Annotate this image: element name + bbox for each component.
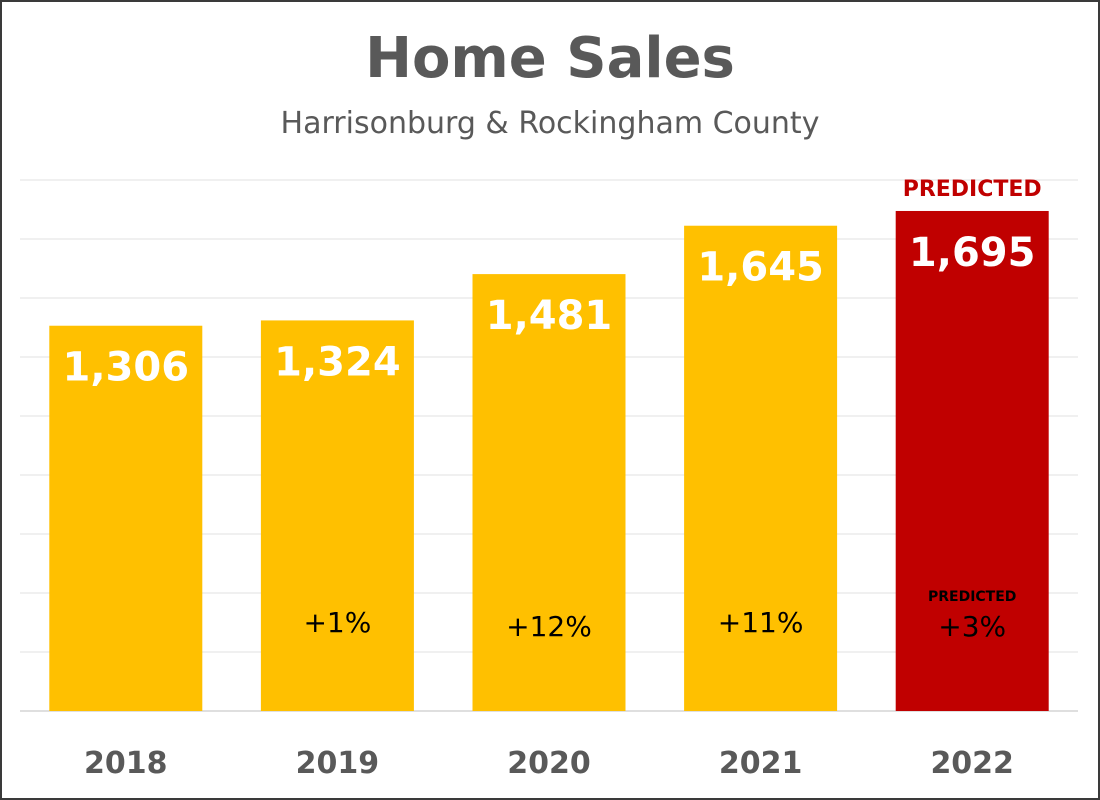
- x-tick-2018: 2018: [84, 746, 168, 781]
- x-tick-2020: 2020: [507, 746, 591, 781]
- bar-2021: [684, 225, 838, 711]
- change-label-2022: +3%: [938, 610, 1006, 643]
- change-label-2020: +12%: [506, 610, 592, 643]
- value-label-2022: 1,695: [909, 230, 1036, 276]
- value-label-2021: 1,645: [697, 245, 824, 291]
- value-label-2018: 1,306: [63, 345, 190, 391]
- bar-2019: [260, 320, 414, 711]
- predicted-label-change: PREDICTED: [928, 589, 1016, 605]
- bar-2020: [472, 274, 626, 711]
- bar-2018: [49, 325, 203, 711]
- labels: 1,306 2018 1,324 2019 +1% 1,481 2020 +12% 1,645 2…: [63, 177, 1042, 781]
- chart-subtitle: Harrisonburg & Rockingham County: [280, 106, 820, 141]
- bars: [49, 210, 1049, 711]
- x-tick-2022: 2022: [930, 746, 1014, 781]
- x-tick-2021: 2021: [719, 746, 803, 781]
- change-label-2019: +1%: [303, 606, 371, 639]
- bar-2022: [895, 210, 1049, 711]
- value-label-2019: 1,324: [274, 339, 401, 385]
- chart-title: Home Sales: [365, 26, 735, 91]
- value-label-2020: 1,481: [486, 293, 613, 339]
- x-tick-2019: 2019: [296, 746, 380, 781]
- predicted-label-top: PREDICTED: [903, 177, 1042, 202]
- change-label-2021: +11%: [718, 606, 804, 639]
